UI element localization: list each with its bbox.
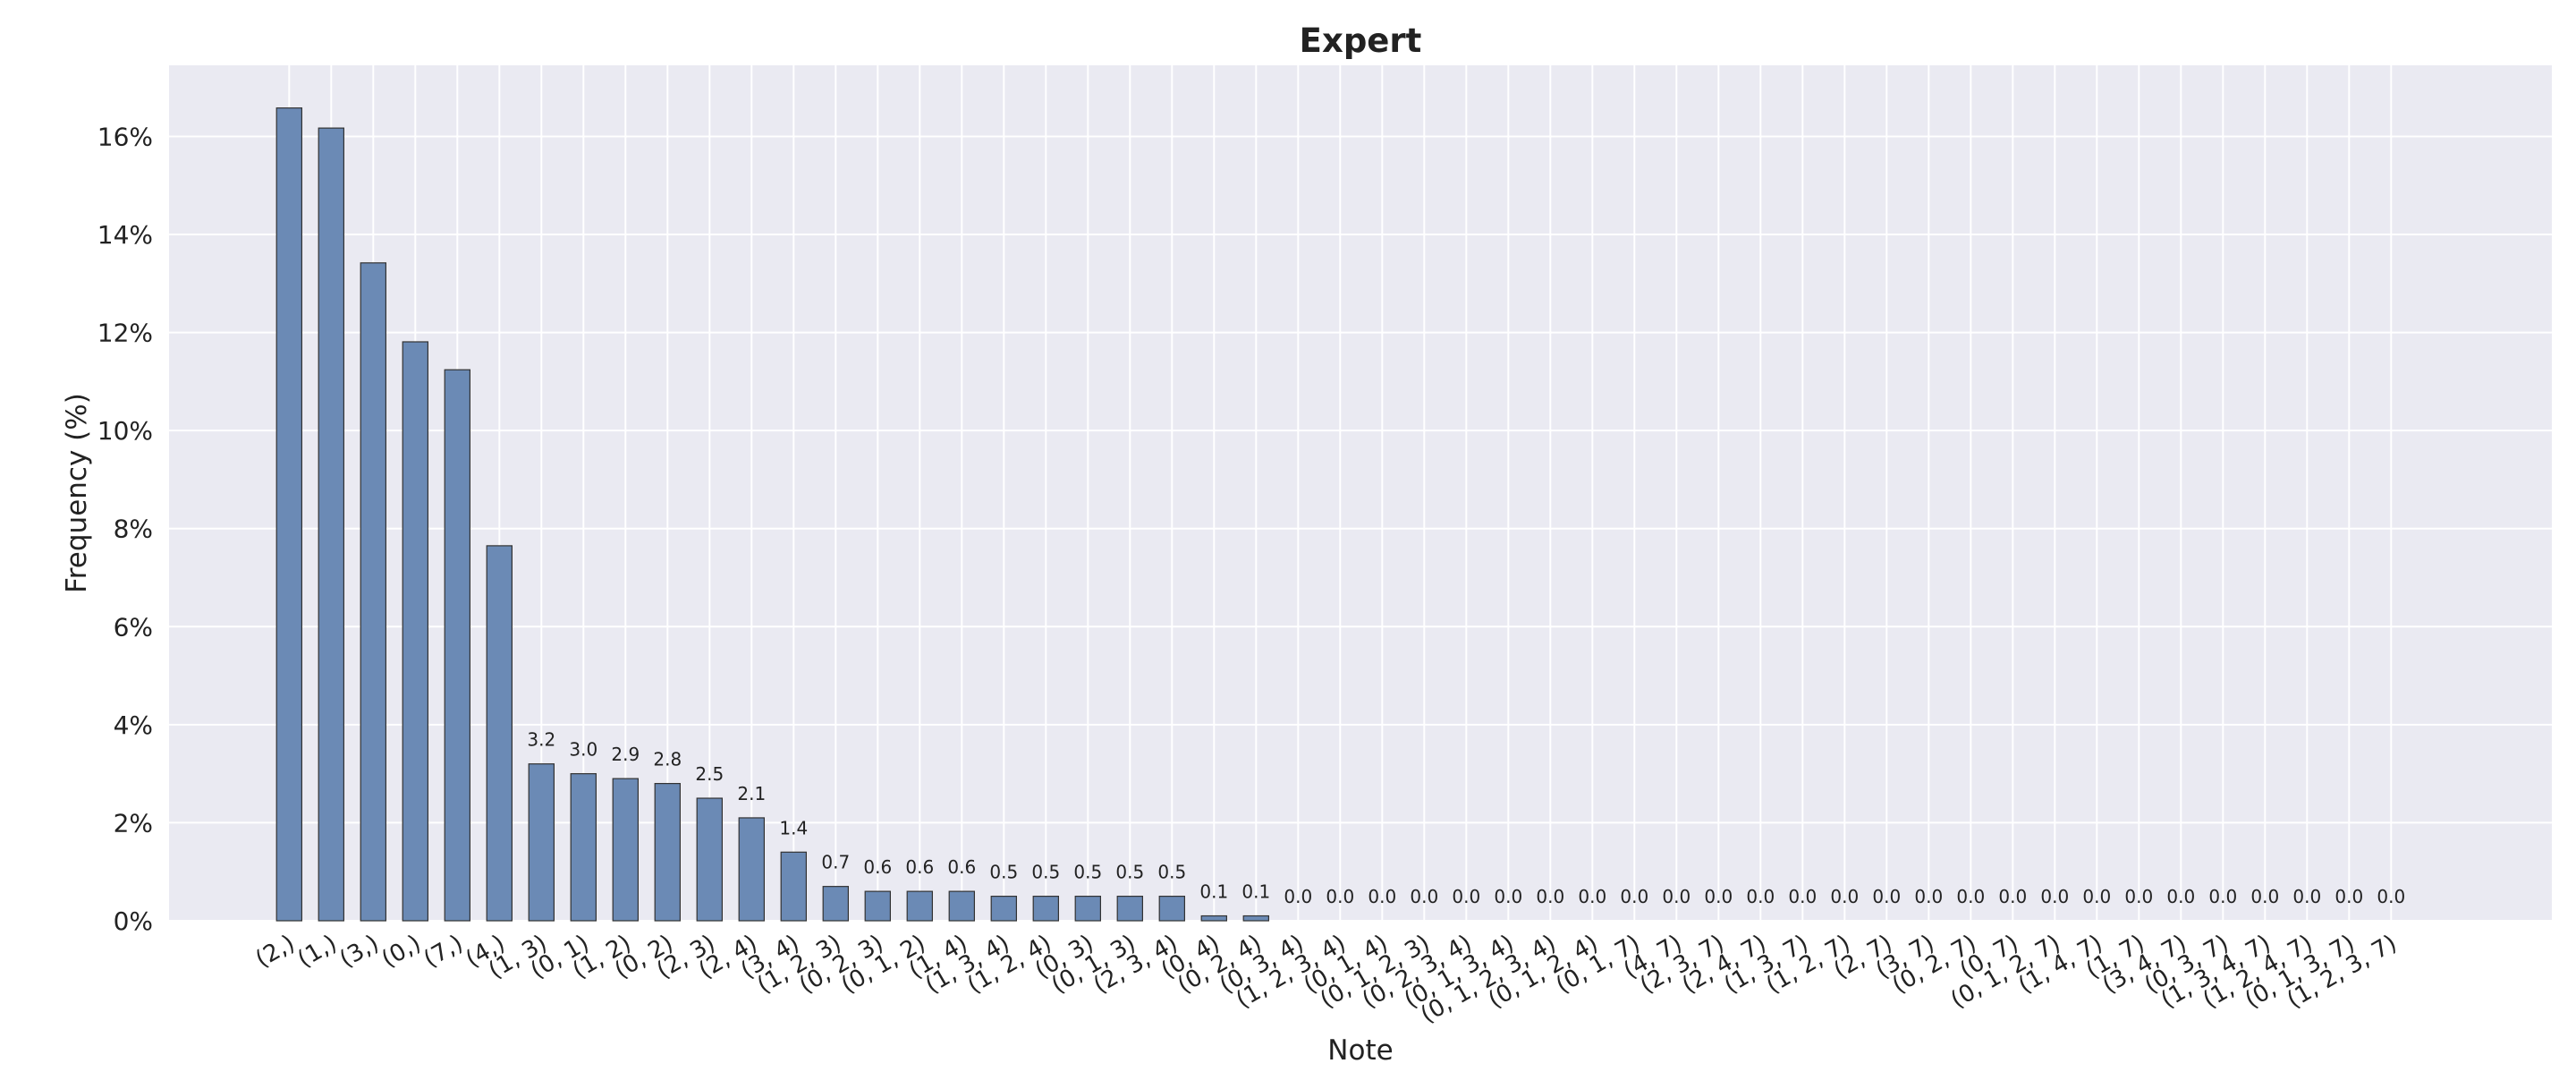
value-label: 0.7: [821, 852, 850, 873]
bar: [360, 262, 387, 922]
value-label: 2.5: [695, 763, 724, 785]
bar: [402, 341, 429, 922]
bar: [275, 107, 303, 922]
value-label: 0.1: [1199, 881, 1228, 903]
value-label: 0.6: [905, 856, 934, 878]
value-label: 0.0: [1998, 886, 2027, 907]
value-label: 0.0: [2377, 886, 2405, 907]
value-label: 1.4: [779, 817, 808, 838]
y-tick-label: 6%: [114, 612, 153, 642]
value-label: 0.0: [1368, 886, 1396, 907]
bar: [738, 817, 766, 922]
bar: [1116, 896, 1143, 922]
y-tick-label: 16%: [97, 122, 153, 151]
chart-title: Expert: [1300, 21, 1422, 60]
bar: [570, 773, 597, 922]
y-tick-label: 14%: [97, 220, 153, 250]
value-label: 0.5: [1073, 862, 1102, 883]
bar: [822, 886, 850, 922]
value-label: 0.5: [989, 862, 1018, 883]
bar: [864, 890, 892, 922]
value-label: 0.0: [2124, 886, 2153, 907]
value-label: 0.0: [1578, 886, 1606, 907]
value-label: 0.0: [1620, 886, 1648, 907]
value-label: 0.0: [1410, 886, 1438, 907]
value-label: 3.2: [527, 729, 555, 751]
bar: [948, 890, 975, 922]
y-tick-label: 2%: [114, 808, 153, 838]
value-label: 0.0: [2208, 886, 2237, 907]
value-label: 0.0: [2292, 886, 2321, 907]
x-tick-label: (7,): [419, 930, 468, 974]
bar: [1242, 915, 1269, 922]
value-label: 0.0: [1284, 886, 1312, 907]
bar: [1200, 915, 1227, 922]
y-tick-label: 8%: [114, 515, 153, 544]
value-label: 0.0: [1914, 886, 1943, 907]
value-label: 2.9: [611, 744, 640, 765]
value-label: 0.0: [2250, 886, 2279, 907]
value-label: 0.0: [1536, 886, 1564, 907]
value-label: 0.0: [2082, 886, 2111, 907]
x-tick-label: (2,): [251, 930, 300, 974]
bar: [528, 763, 555, 922]
bar: [780, 851, 808, 922]
y-axis-label: Frequency (%): [61, 393, 93, 593]
bar: [906, 890, 934, 922]
bar: [654, 783, 682, 922]
value-label: 0.0: [1704, 886, 1733, 907]
x-tick-label: (0,): [377, 930, 426, 974]
plot-background: [169, 65, 2552, 921]
value-label: 0.5: [1031, 862, 1060, 883]
y-tick-label: 4%: [114, 710, 153, 740]
value-label: 0.0: [1494, 886, 1522, 907]
bar: [696, 797, 724, 922]
x-tick-label: (1,): [293, 930, 342, 974]
value-label: 0.1: [1241, 881, 1270, 903]
value-label: 0.0: [1956, 886, 1985, 907]
value-label: 0.0: [1452, 886, 1480, 907]
value-label: 0.5: [1115, 862, 1144, 883]
bar: [1032, 896, 1059, 922]
bar: [1158, 896, 1185, 922]
value-label: 0.0: [1788, 886, 1817, 907]
value-label: 2.8: [653, 749, 682, 770]
bar: [1074, 896, 1101, 922]
bar: [444, 369, 471, 922]
bar: [990, 896, 1017, 922]
value-label: 0.0: [1830, 886, 1859, 907]
value-label: 0.0: [2040, 886, 2069, 907]
value-label: 0.6: [947, 856, 976, 878]
bar: [318, 127, 345, 922]
value-label: 0.0: [2166, 886, 2195, 907]
value-label: 0.0: [1326, 886, 1354, 907]
bar: [486, 545, 513, 922]
y-tick-label: 0%: [114, 906, 153, 936]
value-label: 0.0: [1746, 886, 1775, 907]
value-label: 0.0: [2334, 886, 2363, 907]
value-label: 0.0: [1872, 886, 1901, 907]
value-label: 2.1: [737, 783, 766, 804]
value-label: 0.0: [1662, 886, 1690, 907]
value-label: 0.5: [1157, 862, 1186, 883]
value-label: 0.6: [863, 856, 892, 878]
x-tick-label: (3,): [335, 930, 384, 974]
y-tick-label: 10%: [97, 416, 153, 446]
value-label: 3.0: [569, 739, 597, 761]
y-tick-label: 12%: [97, 319, 153, 348]
bar: [612, 778, 640, 922]
x-axis-label: Note: [1327, 1034, 1393, 1067]
